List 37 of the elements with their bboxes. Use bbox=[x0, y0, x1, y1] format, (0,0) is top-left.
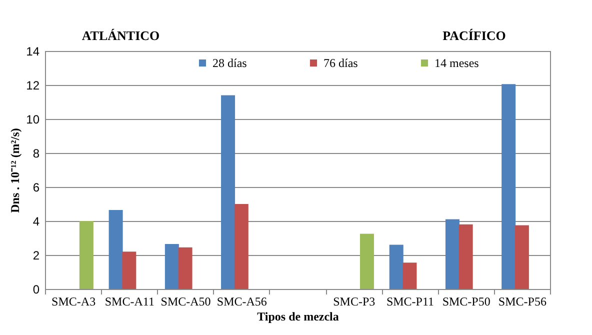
y-tick-label: 4 bbox=[32, 214, 40, 228]
x-tick-label: SMC-P56 bbox=[498, 294, 546, 308]
bar bbox=[79, 221, 94, 289]
x-tick-label: SMC-P11 bbox=[386, 294, 434, 308]
bar bbox=[402, 262, 417, 289]
legend-label: 28 días bbox=[212, 56, 248, 70]
y-tick-label: 12 bbox=[26, 78, 40, 92]
text: PACÍFICO bbox=[442, 28, 506, 43]
bar bbox=[389, 244, 404, 289]
bar bbox=[445, 219, 460, 289]
bar bbox=[502, 84, 516, 289]
bar bbox=[122, 252, 136, 289]
x-tick-label: SMC-A3 bbox=[52, 294, 96, 308]
x-axis-title: Tipos de mezcla bbox=[257, 310, 339, 324]
bar bbox=[164, 244, 179, 289]
bar bbox=[360, 234, 374, 289]
y-tick-label: 8 bbox=[32, 146, 40, 160]
bar bbox=[221, 95, 236, 289]
y-tick-label: 14 bbox=[26, 44, 40, 58]
bar bbox=[234, 204, 248, 289]
legend-label: 14 meses bbox=[434, 56, 480, 70]
x-tick-label: SMC-A50 bbox=[160, 294, 211, 308]
bar bbox=[108, 210, 123, 289]
bar bbox=[178, 247, 192, 289]
x-tick-label: SMC-P3 bbox=[333, 294, 376, 308]
y-tick-label: 10 bbox=[26, 112, 40, 126]
y-tick-label: 0 bbox=[32, 282, 40, 296]
y-tick-label: 6 bbox=[32, 180, 40, 194]
y-axis-title: Dns . 10⁻¹² (m²/s) bbox=[8, 128, 22, 213]
x-tick-label: SMC-P50 bbox=[442, 294, 490, 308]
bar bbox=[458, 224, 473, 289]
legend-label: 76 días bbox=[324, 56, 358, 70]
x-tick-label: SMC-A11 bbox=[104, 294, 154, 308]
y-tick-label: 2 bbox=[32, 248, 40, 262]
text: ATLÁNTICO bbox=[82, 28, 160, 43]
x-tick-label: SMC-A56 bbox=[216, 294, 267, 308]
bar bbox=[514, 225, 529, 289]
